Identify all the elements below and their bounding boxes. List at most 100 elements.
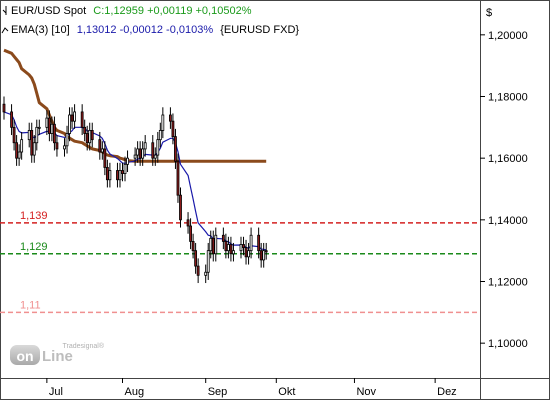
- candle: [126, 150, 129, 173]
- legend-ema-name-text: EMA(3) [10]: [11, 24, 70, 36]
- candle-body: [45, 117, 49, 128]
- candle-body: [53, 123, 56, 144]
- watermark-line: Line: [42, 348, 73, 365]
- candle-body: [249, 234, 253, 252]
- candle-body: [239, 244, 243, 252]
- candle: [141, 141, 145, 166]
- candle-body: [68, 114, 71, 134]
- candle: [133, 147, 137, 166]
- candle: [53, 116, 56, 151]
- candle-body: [169, 114, 172, 122]
- candle-body: [242, 244, 245, 248]
- candle: [118, 162, 122, 188]
- candle: [153, 147, 157, 166]
- candle: [123, 156, 127, 182]
- candle-body: [153, 154, 157, 159]
- reference-label-0: 1,139: [20, 210, 48, 222]
- candle-body: [20, 139, 24, 153]
- legend-ema[interactable]: EMA(3) [10] 1,13012 -0,00012 -0,0103% {E…: [1, 24, 299, 36]
- candle-body: [262, 250, 266, 261]
- line-icon: [1, 27, 9, 34]
- candle: [224, 233, 228, 259]
- candle-body: [158, 130, 162, 141]
- y-tick-label: 1,12000: [488, 277, 528, 289]
- y-tick-label: 1,16000: [488, 153, 528, 165]
- candle-body: [118, 170, 122, 181]
- candle-body: [161, 114, 165, 131]
- candle: [186, 212, 190, 234]
- candle: [105, 159, 109, 188]
- ema-line: [3, 111, 267, 251]
- long-average-layer: [3, 48, 267, 163]
- candle-body: [226, 244, 230, 252]
- candle: [27, 122, 31, 148]
- candle: [90, 122, 94, 148]
- candle-body: [30, 130, 34, 156]
- candle: [249, 227, 253, 259]
- watermark-tradesignal: Tradesignal®: [63, 342, 105, 350]
- candle: [196, 258, 200, 284]
- x-tick-label: Dez: [437, 386, 457, 398]
- candle-body: [85, 133, 89, 144]
- candle: [204, 264, 208, 284]
- candle: [45, 110, 49, 136]
- candle: [171, 113, 175, 145]
- candle: [30, 122, 34, 163]
- candle: [174, 128, 177, 169]
- candle: [138, 141, 142, 166]
- candle: [121, 162, 124, 182]
- currency-symbol: $: [486, 7, 492, 19]
- candle-body: [63, 145, 66, 150]
- candle-body: [98, 139, 102, 153]
- candle: [83, 119, 87, 142]
- candle: [242, 236, 245, 256]
- candle: [70, 107, 74, 129]
- candle-body: [15, 142, 19, 159]
- legend-ema-name: EMA(3) [10] 1,13012 -0,00012 -0,0103% {E…: [11, 24, 299, 36]
- candle-body: [209, 237, 213, 252]
- candle-body: [171, 120, 175, 137]
- candle: [85, 125, 89, 151]
- candle-body: [196, 265, 200, 276]
- candle: [88, 122, 92, 151]
- candle-body: [37, 126, 41, 129]
- candle-body: [232, 250, 235, 255]
- candle-body: [141, 148, 145, 159]
- candle-body: [35, 126, 39, 144]
- candle: [232, 242, 235, 262]
- time-axis: Jul Aug Sep Okt Nov Dez: [46, 378, 457, 398]
- candle: [179, 187, 182, 228]
- candle: [68, 107, 71, 142]
- candle: [264, 242, 268, 260]
- candle: [10, 104, 13, 136]
- candle-body: [138, 148, 142, 159]
- candle-body: [151, 142, 155, 159]
- candle-body: [17, 151, 21, 159]
- candle-body: [27, 130, 31, 141]
- candle: [98, 131, 102, 160]
- candle-body: [10, 111, 13, 128]
- candle-body: [32, 142, 36, 156]
- y-tick-label: 1,14000: [488, 215, 528, 227]
- candle-body: [176, 160, 180, 196]
- candle: [136, 141, 140, 163]
- candle-body: [123, 163, 127, 174]
- candle: [2, 96, 6, 120]
- candle-body: [229, 244, 233, 255]
- candle: [259, 242, 263, 268]
- legend-price-name: EUR/USD Spot C:1,12959 +0,00119 +0,10502…: [11, 5, 252, 17]
- legend-price[interactable]: EUR/USD Spot C:1,12959 +0,00119 +0,10502…: [2, 5, 252, 17]
- candle-body: [191, 241, 195, 252]
- candle-body: [126, 157, 129, 165]
- candle-body: [55, 142, 59, 150]
- candle: [32, 135, 36, 163]
- watermark-badge: [10, 345, 40, 365]
- candle: [206, 242, 210, 280]
- candle-icon: [2, 6, 7, 15]
- x-tick-label: Jul: [49, 386, 63, 398]
- legend-price-value: C:1,12959 +0,00119 +0,10502%: [93, 5, 251, 17]
- legend-ema-value: 1,13012 -0,00012 -0,0103%: [77, 24, 214, 36]
- candle: [37, 119, 41, 136]
